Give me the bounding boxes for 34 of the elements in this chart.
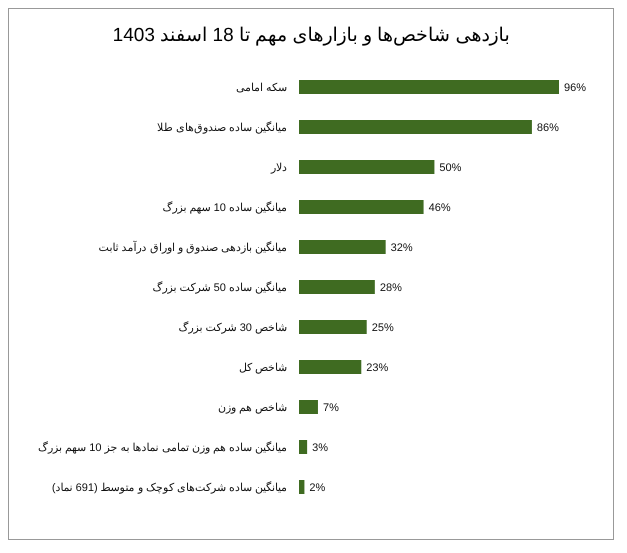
y-tick-label: میانگین ساده صندوق‌های طلا: [156, 121, 287, 134]
data-label: 23%: [366, 362, 389, 374]
data-label: 32%: [390, 242, 413, 254]
bar: [299, 200, 424, 214]
y-tick-label: میانگین ساده 50 شرکت بزرگ: [152, 281, 287, 294]
y-tick-label: شاخص هم وزن: [218, 402, 287, 414]
data-label: 50%: [439, 162, 462, 174]
chart-title: بازدهی شاخص‌ها و بازارهای مهم تا 18 اسفند 1403: [112, 24, 510, 47]
y-tick-label: میانگین ساده هم وزن تمامی نمادها به جز 10 سهم بزرگ: [38, 441, 287, 454]
data-label: 28%: [380, 282, 402, 294]
data-label: 25%: [372, 322, 394, 334]
data-label: 3%: [312, 442, 328, 454]
bar: [299, 320, 367, 334]
bar: [299, 280, 375, 294]
data-label: 2%: [309, 482, 326, 494]
data-label: 96%: [564, 82, 586, 94]
y-tick-label: شاخص 30 شرکت بزرگ: [178, 321, 287, 334]
bar: [299, 400, 318, 414]
y-tick-label: میانگین ساده شرکت‌های کوچک و متوسط (691 نماد): [52, 481, 287, 494]
data-label: 46%: [428, 202, 451, 214]
y-tick-label: شاخص کل: [238, 362, 287, 374]
data-label: 7%: [322, 402, 340, 414]
bar: [299, 480, 304, 494]
y-tick-label: میانگین بازدهی صندوق و اوراق درآمد ثابت: [98, 241, 287, 254]
y-tick-label: دلار: [270, 162, 287, 174]
data-label: 86%: [536, 122, 560, 134]
bar: [299, 120, 532, 134]
y-tick-label: سکه امامی: [236, 82, 287, 94]
bar: [299, 440, 308, 454]
y-tick-label: میانگین ساده 10 سهم بزرگ: [162, 201, 287, 214]
bar: [299, 360, 362, 374]
bar: [299, 160, 434, 174]
bar: [299, 80, 559, 94]
bar: [299, 240, 386, 254]
